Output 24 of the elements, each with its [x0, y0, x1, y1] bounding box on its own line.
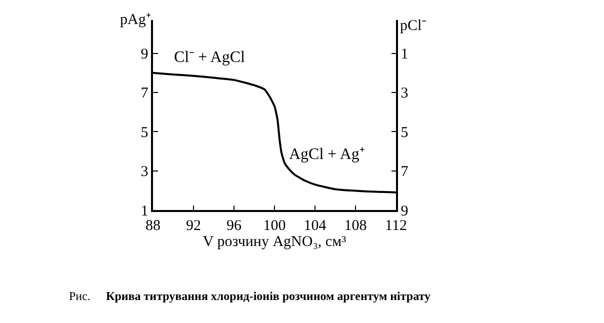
y-tick-label: 3 — [140, 164, 148, 180]
x-tick-label: 88 — [146, 218, 160, 234]
x-tick-label: 108 — [344, 218, 367, 234]
x-tick-label: 96 — [226, 218, 242, 234]
y2-tick-label: 7 — [400, 164, 409, 180]
y-tick-label: 1 — [140, 203, 148, 220]
annotation: Cl⁻ + AgCl — [174, 49, 246, 66]
text: Рис. — [69, 289, 90, 303]
x-tick-label: 104 — [304, 218, 327, 234]
text: Крива титрування хлорид-іонів розчином аргентум нітрату — [106, 289, 431, 303]
x-tick-label: 100 — [263, 218, 286, 234]
y2-tick-label: 3 — [400, 86, 408, 102]
y2-tick-label: 9 — [400, 203, 408, 220]
y2-tick-label: 5 — [400, 124, 408, 141]
y2-tick-label: 1 — [400, 46, 408, 63]
y-tick-label: 9 — [140, 46, 148, 63]
x-tick-label: 112 — [385, 218, 407, 234]
y2-axis-title: pCl⁻ — [400, 18, 427, 34]
y-tick-label: 5 — [140, 124, 148, 141]
y-axis-title: pAg⁺ — [120, 12, 151, 28]
annotation: AgCl + Ag⁺ — [289, 146, 364, 163]
y-tick-label: 7 — [140, 86, 149, 102]
x-axis-title: V розчину AgNO₃, см³ — [202, 234, 347, 250]
x-tick-label: 92 — [186, 218, 201, 234]
